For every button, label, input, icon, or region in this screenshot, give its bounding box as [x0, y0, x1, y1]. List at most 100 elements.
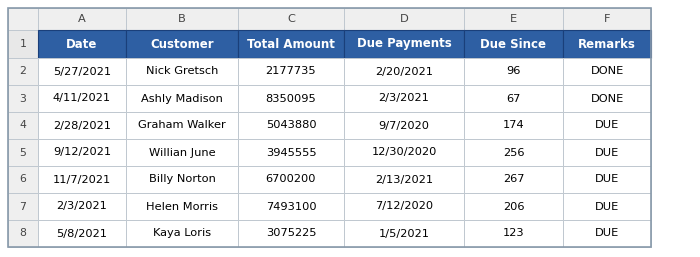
- Text: 3945555: 3945555: [266, 148, 316, 158]
- Text: DUE: DUE: [595, 228, 619, 238]
- Bar: [464, 166, 563, 193]
- Text: DUE: DUE: [595, 175, 619, 185]
- Bar: [238, 166, 344, 193]
- Bar: [344, 193, 464, 220]
- Text: 5/8/2021: 5/8/2021: [57, 228, 108, 238]
- Bar: [8, 112, 38, 139]
- Bar: [464, 30, 563, 58]
- Bar: [126, 139, 238, 166]
- Text: 3: 3: [20, 94, 27, 104]
- Text: 6: 6: [20, 175, 27, 185]
- Bar: [344, 58, 464, 85]
- Bar: [238, 193, 344, 220]
- Text: Total Amount: Total Amount: [247, 38, 335, 50]
- Text: 123: 123: [503, 228, 524, 238]
- Bar: [126, 112, 238, 139]
- Bar: [344, 166, 464, 193]
- Text: 256: 256: [503, 148, 524, 158]
- Text: Ashly Madison: Ashly Madison: [141, 94, 223, 104]
- Text: DONE: DONE: [590, 67, 624, 77]
- Text: D: D: [400, 14, 408, 24]
- Text: 2/20/2021: 2/20/2021: [375, 67, 433, 77]
- Text: 5043880: 5043880: [266, 121, 316, 131]
- Text: 9/12/2021: 9/12/2021: [53, 148, 111, 158]
- Text: Due Since: Due Since: [480, 38, 547, 50]
- Bar: [126, 85, 238, 112]
- Bar: [238, 58, 344, 85]
- Bar: [563, 8, 651, 30]
- Text: 2/28/2021: 2/28/2021: [53, 121, 111, 131]
- Text: 8350095: 8350095: [265, 94, 316, 104]
- Text: Customer: Customer: [150, 38, 214, 50]
- Bar: [8, 139, 38, 166]
- Bar: [8, 8, 38, 30]
- Text: 8: 8: [20, 228, 27, 238]
- Bar: [464, 85, 563, 112]
- Text: DUE: DUE: [595, 148, 619, 158]
- Bar: [464, 8, 563, 30]
- Text: 7: 7: [20, 201, 27, 212]
- Text: Kaya Loris: Kaya Loris: [153, 228, 211, 238]
- Text: B: B: [178, 14, 186, 24]
- Bar: [238, 8, 344, 30]
- Bar: [8, 58, 38, 85]
- Text: A: A: [78, 14, 86, 24]
- Text: Willian June: Willian June: [148, 148, 216, 158]
- Bar: [563, 58, 651, 85]
- Bar: [464, 220, 563, 247]
- Text: Nick Gretsch: Nick Gretsch: [146, 67, 218, 77]
- Bar: [38, 193, 126, 220]
- Text: 2/13/2021: 2/13/2021: [375, 175, 433, 185]
- Text: Helen Morris: Helen Morris: [146, 201, 218, 212]
- Text: 206: 206: [503, 201, 524, 212]
- Text: 12/30/2020: 12/30/2020: [371, 148, 437, 158]
- Text: Due Payments: Due Payments: [356, 38, 452, 50]
- Bar: [563, 139, 651, 166]
- Text: 4: 4: [20, 121, 27, 131]
- Text: F: F: [603, 14, 610, 24]
- Text: 2177735: 2177735: [266, 67, 316, 77]
- Text: Remarks: Remarks: [578, 38, 636, 50]
- Text: 2: 2: [20, 67, 27, 77]
- Bar: [464, 139, 563, 166]
- Bar: [8, 166, 38, 193]
- Bar: [238, 30, 344, 58]
- Bar: [344, 85, 464, 112]
- Text: 1: 1: [20, 39, 27, 49]
- Text: 96: 96: [506, 67, 521, 77]
- Text: 7493100: 7493100: [266, 201, 316, 212]
- Text: 5/27/2021: 5/27/2021: [53, 67, 111, 77]
- Text: 1/5/2021: 1/5/2021: [379, 228, 430, 238]
- Bar: [238, 112, 344, 139]
- Text: 3075225: 3075225: [266, 228, 316, 238]
- Text: E: E: [510, 14, 517, 24]
- Bar: [8, 30, 38, 58]
- Text: 6700200: 6700200: [266, 175, 316, 185]
- Bar: [38, 85, 126, 112]
- Text: 2/3/2021: 2/3/2021: [379, 94, 429, 104]
- Bar: [38, 166, 126, 193]
- Bar: [38, 58, 126, 85]
- Bar: [238, 85, 344, 112]
- Text: 4/11/2021: 4/11/2021: [53, 94, 111, 104]
- Text: 9/7/2020: 9/7/2020: [379, 121, 430, 131]
- Bar: [344, 139, 464, 166]
- Bar: [126, 8, 238, 30]
- Bar: [38, 8, 126, 30]
- Bar: [8, 220, 38, 247]
- Bar: [563, 166, 651, 193]
- Text: Graham Walker: Graham Walker: [138, 121, 226, 131]
- Bar: [8, 193, 38, 220]
- Bar: [238, 139, 344, 166]
- Text: C: C: [287, 14, 295, 24]
- Text: Date: Date: [66, 38, 98, 50]
- Text: 267: 267: [503, 175, 524, 185]
- Bar: [464, 112, 563, 139]
- Text: 174: 174: [503, 121, 524, 131]
- Bar: [344, 112, 464, 139]
- Bar: [344, 30, 464, 58]
- Bar: [8, 85, 38, 112]
- Bar: [464, 193, 563, 220]
- Text: 67: 67: [506, 94, 521, 104]
- Bar: [238, 220, 344, 247]
